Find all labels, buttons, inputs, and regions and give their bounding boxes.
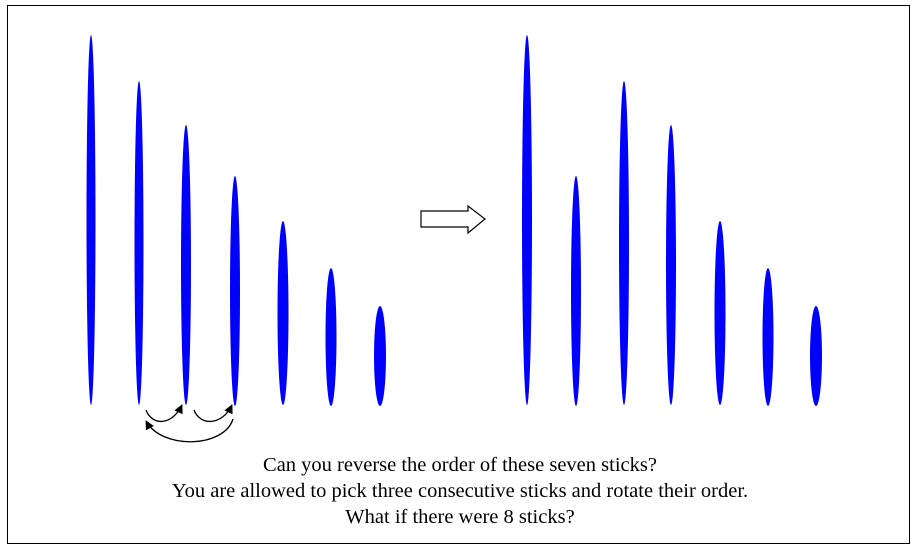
result-stick-6 — [619, 81, 629, 405]
rotate-arrow-6-to-5 — [145, 404, 183, 423]
stick-3 — [277, 221, 289, 405]
rotated-sticks-group — [522, 35, 822, 406]
result-stick-1 — [810, 306, 822, 406]
initial-sticks-group — [86, 35, 386, 406]
puzzle-caption: Can you reverse the order of these seven… — [0, 452, 920, 530]
stick-5 — [181, 125, 191, 405]
caption-rule: You are allowed to pick three consecutiv… — [171, 480, 749, 502]
rotate-arrow-5-to-4 — [193, 404, 233, 423]
result-stick-7 — [522, 35, 532, 405]
stick-1 — [374, 306, 386, 406]
result-stick-4 — [571, 176, 581, 406]
stick-6 — [134, 81, 144, 405]
caption-question: Can you reverse the order of these seven… — [263, 454, 657, 476]
stick-2 — [325, 268, 337, 406]
rotate-arrow-4-to-6 — [145, 418, 234, 443]
result-stick-2 — [762, 268, 774, 406]
hollow-right-arrow-icon — [420, 204, 486, 235]
diagram-frame — [7, 5, 910, 544]
result-stick-3 — [714, 221, 726, 405]
rotation-arrows-icon — [145, 404, 234, 443]
stick-7 — [86, 35, 96, 405]
stick-4 — [230, 176, 240, 406]
result-stick-5 — [666, 125, 676, 405]
caption-followup: What if there were 8 sticks? — [345, 506, 575, 528]
